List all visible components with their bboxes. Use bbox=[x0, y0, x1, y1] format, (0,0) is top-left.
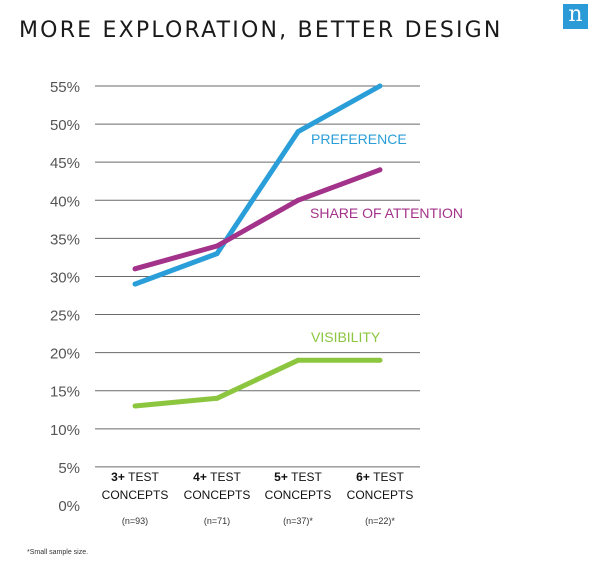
y-tick-label: 25% bbox=[50, 308, 80, 325]
data-point-preference-0 bbox=[132, 281, 138, 287]
data-point-share_of_attention-3 bbox=[377, 167, 383, 173]
y-tick-label: 0% bbox=[58, 498, 80, 515]
x-tick-count: 6+ bbox=[356, 470, 370, 484]
x-tick-label-line2: CONCEPTS bbox=[347, 488, 414, 502]
data-point-share_of_attention-2 bbox=[295, 197, 301, 203]
y-tick-label: 5% bbox=[58, 460, 80, 477]
data-point-share_of_attention-0 bbox=[132, 266, 138, 272]
series-line-share_of_attention bbox=[134, 167, 381, 272]
data-point-preference-3 bbox=[377, 83, 383, 89]
data-point-share_of_attention-1 bbox=[214, 243, 220, 249]
series-label-preference: PREFERENCE bbox=[311, 131, 407, 147]
y-tick-label: 40% bbox=[50, 193, 80, 210]
y-tick-label: 55% bbox=[50, 79, 80, 96]
x-tick-label-line1: 5+ TEST bbox=[274, 470, 322, 484]
y-tick-label: 30% bbox=[50, 269, 80, 286]
x-tick-test-word: TEST bbox=[207, 470, 242, 484]
x-tick-sample-size: (n=93) bbox=[122, 516, 148, 526]
series-line-visibility bbox=[134, 357, 380, 409]
x-tick-label-line1: 3+ TEST bbox=[111, 470, 159, 484]
x-tick-sample-size: (n=37)* bbox=[283, 516, 313, 526]
series-line-preference bbox=[134, 83, 382, 287]
x-tick-count: 3+ bbox=[111, 470, 125, 484]
x-tick-sample-size: (n=71) bbox=[204, 516, 230, 526]
y-tick-label: 50% bbox=[50, 117, 80, 134]
footnote: *Small sample size. bbox=[27, 549, 89, 556]
data-point-visibility-3 bbox=[377, 357, 383, 363]
x-tick-label-line1: 6+ TEST bbox=[356, 470, 404, 484]
brand-logo: n bbox=[563, 4, 588, 29]
x-tick-test-word: TEST bbox=[288, 470, 323, 484]
x-tick-test-word: TEST bbox=[125, 470, 160, 484]
data-point-visibility-1 bbox=[214, 395, 220, 401]
y-tick-label: 15% bbox=[50, 384, 80, 401]
page-title: MORE EXPLORATION, BETTER DESIGN bbox=[19, 18, 503, 43]
x-tick-test-word: TEST bbox=[370, 470, 405, 484]
data-point-preference-2 bbox=[295, 129, 301, 135]
x-tick-label-line2: CONCEPTS bbox=[184, 488, 251, 502]
y-tick-label: 45% bbox=[50, 155, 80, 172]
x-tick-label-line2: CONCEPTS bbox=[265, 488, 332, 502]
y-tick-label: 35% bbox=[50, 231, 80, 248]
data-point-visibility-2 bbox=[295, 357, 301, 363]
y-tick-label: 20% bbox=[50, 346, 80, 363]
series-label-share_of_attention: SHARE OF ATTENTION bbox=[310, 205, 463, 221]
data-point-visibility-0 bbox=[132, 403, 138, 409]
x-tick-label-line1: 4+ TEST bbox=[193, 470, 241, 484]
y-tick-label: 10% bbox=[50, 422, 80, 439]
data-point-preference-1 bbox=[214, 251, 220, 257]
x-tick-count: 4+ bbox=[193, 470, 207, 484]
x-tick-label-line2: CONCEPTS bbox=[102, 488, 169, 502]
x-tick-count: 5+ bbox=[274, 470, 288, 484]
x-tick-sample-size: (n=22)* bbox=[365, 516, 395, 526]
series-label-visibility: VISIBILITY bbox=[311, 329, 381, 345]
